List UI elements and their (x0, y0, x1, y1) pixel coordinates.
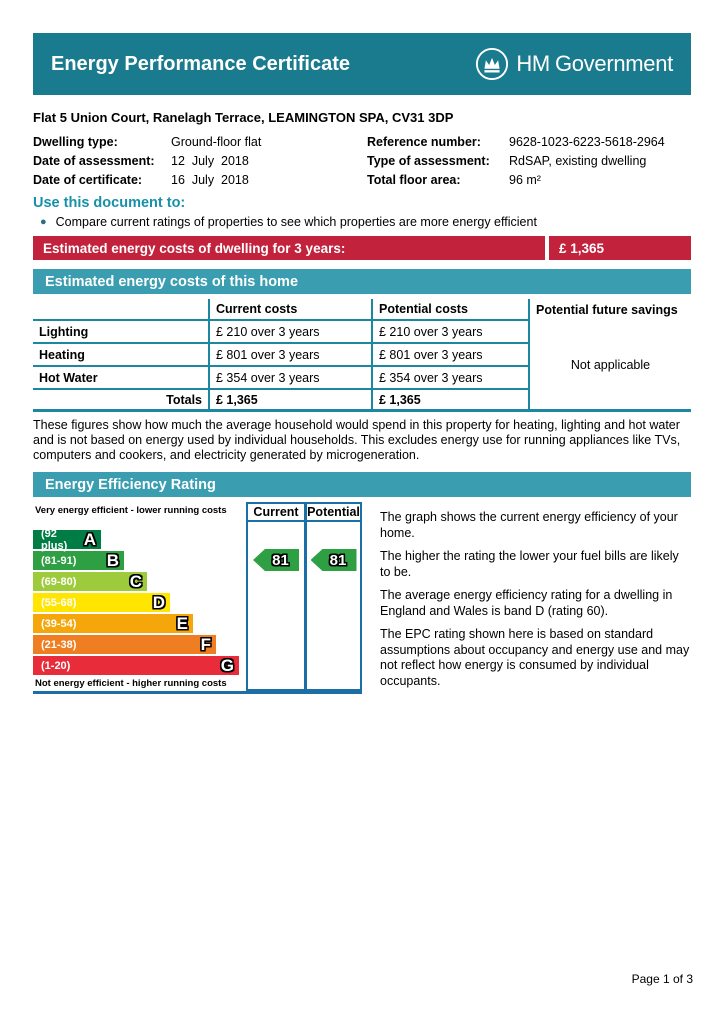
rating-section-header: Energy Efficiency Rating (33, 472, 691, 497)
rating-paragraph-3: The average energy efficiency rating for… (380, 588, 673, 618)
costs-table-header-potential: Potential costs (373, 299, 530, 321)
rating-paragraph-1: The graph shows the current energy effic… (380, 510, 678, 540)
use-document-heading: Use this document to: (33, 195, 186, 211)
current-column-header: Current (248, 504, 304, 522)
property-address: Flat 5 Union Court, Ranelagh Terrace, LE… (33, 110, 454, 125)
page-title: Energy Performance Certificate (51, 52, 351, 75)
rating-paragraph-2: The higher the rating the lower your fue… (380, 549, 679, 579)
costs-totals-current: £ 1,365 (210, 390, 373, 409)
costs-explanation-note: These figures show how much the average … (33, 418, 681, 462)
estimated-costs-banner: Estimated energy costs of dwelling for 3… (33, 236, 691, 260)
costs-row-heating-label: Heating (33, 344, 210, 367)
current-rating-arrow: 81 (253, 549, 299, 571)
detail-value-date-of-assessment: 12 July 2018 (171, 154, 249, 168)
logo-text-hm: HM (516, 51, 550, 76)
chart-bottom-border (33, 691, 362, 694)
detail-value-total-floor-area: 96 m² (509, 173, 541, 187)
costs-totals-label: Totals (33, 390, 210, 409)
logo-text-government: Government (554, 51, 673, 76)
detail-label-dwelling-type: Dwelling type: (33, 135, 118, 149)
chart-bottom-label: Not energy efficient - higher running co… (35, 678, 227, 689)
band-f-range: (21-38) (41, 638, 77, 651)
energy-efficiency-rating-chart: Very energy efficient - lower running co… (33, 502, 691, 694)
epc-band-f: (21-38) F (33, 635, 216, 654)
band-a-range: (92 plus) (41, 527, 68, 552)
logo-text: HM Government (516, 51, 673, 77)
energy-costs-table: Current costs Potential costs Potential … (33, 299, 691, 412)
band-b-letter: B (106, 551, 119, 570)
current-column-body: 81 (248, 522, 304, 689)
costs-row-heating-current: £ 801 over 3 years (210, 344, 373, 367)
epc-band-g: (1-20) G (33, 656, 239, 675)
epc-band-e: (39-54) E (33, 614, 193, 633)
band-g-letter: G (220, 656, 234, 675)
use-document-bullet-item: ● Compare current ratings of properties … (33, 215, 691, 230)
band-d-range: (55-68) (41, 596, 77, 609)
band-e-letter: E (176, 614, 188, 633)
costs-row-lighting-label: Lighting (33, 321, 210, 344)
costs-section-header: Estimated energy costs of this home (33, 269, 691, 294)
epc-band-d: (55-68) D (33, 593, 170, 612)
band-d-letter: D (152, 593, 165, 612)
property-details: Dwelling type: Ground-floor flat Referen… (33, 134, 691, 188)
band-e-range: (39-54) (41, 617, 77, 630)
band-c-letter: C (129, 572, 142, 591)
band-g-range: (1-20) (41, 659, 71, 672)
band-c-range: (69-80) (41, 575, 77, 588)
costs-table-corner-cell (33, 299, 210, 321)
epc-band-c: (69-80) C (33, 572, 147, 591)
costs-table-header-current: Current costs (210, 299, 373, 321)
detail-value-date-of-certificate: 16 July 2018 (171, 173, 249, 187)
detail-label-date-of-certificate: Date of certificate: (33, 173, 143, 187)
epc-bands-area: Very energy efficient - lower running co… (33, 502, 245, 690)
costs-table-header-future-savings: Potential future savings (536, 303, 678, 317)
potential-column-body: 81 (304, 522, 360, 689)
page-number: Page 1 of 3 (631, 972, 693, 986)
detail-value-dwelling-type: Ground-floor flat (171, 135, 262, 149)
costs-row-lighting-potential: £ 210 over 3 years (373, 321, 530, 344)
detail-value-reference-number: 9628-1023-6223-5618-2964 (509, 135, 665, 149)
band-a-letter: A (83, 530, 96, 549)
band-b-range: (81-91) (41, 554, 77, 567)
detail-value-type-of-assessment: RdSAP, existing dwelling (509, 154, 647, 168)
hm-government-logo: HM Government (475, 47, 673, 81)
rating-explanation-text: The graph shows the current energy effic… (380, 510, 691, 697)
estimated-costs-banner-value: £ 1,365 (549, 236, 691, 260)
epc-band-a: (92 plus) A (33, 527, 101, 552)
costs-future-savings-value: Not applicable (570, 358, 651, 372)
detail-label-type-of-assessment: Type of assessment: (367, 154, 490, 168)
current-potential-columns: Current Potential 81 81 (246, 502, 362, 691)
detail-label-date-of-assessment: Date of assessment: (33, 154, 155, 168)
certificate-page: Energy Performance Certificate HM Governm… (33, 33, 691, 694)
costs-row-hot-water-potential: £ 354 over 3 years (373, 367, 530, 390)
band-f-letter: F (200, 635, 211, 654)
rating-paragraph-4: The EPC rating shown here is based on st… (380, 627, 690, 688)
header-banner: Energy Performance Certificate HM Governm… (33, 33, 691, 95)
detail-label-total-floor-area: Total floor area: (367, 173, 461, 187)
use-document-bullet-text: Compare current ratings of properties to… (55, 215, 537, 229)
costs-row-lighting-current: £ 210 over 3 years (210, 321, 373, 344)
costs-row-heating-potential: £ 801 over 3 years (373, 344, 530, 367)
costs-totals-potential: £ 1,365 (373, 390, 530, 409)
costs-row-hot-water-label: Hot Water (33, 367, 210, 390)
chart-top-label: Very energy efficient - lower running co… (35, 505, 227, 516)
potential-rating-arrow: 81 (310, 549, 357, 571)
bullet-icon: ● (40, 216, 47, 228)
estimated-costs-banner-label: Estimated energy costs of dwelling for 3… (33, 236, 545, 260)
detail-label-reference-number: Reference number: (367, 135, 481, 149)
crown-roundel-icon (475, 47, 516, 81)
epc-band-b: (81-91) B (33, 551, 124, 570)
costs-row-hot-water-current: £ 354 over 3 years (210, 367, 373, 390)
potential-column-header: Potential (304, 504, 360, 522)
